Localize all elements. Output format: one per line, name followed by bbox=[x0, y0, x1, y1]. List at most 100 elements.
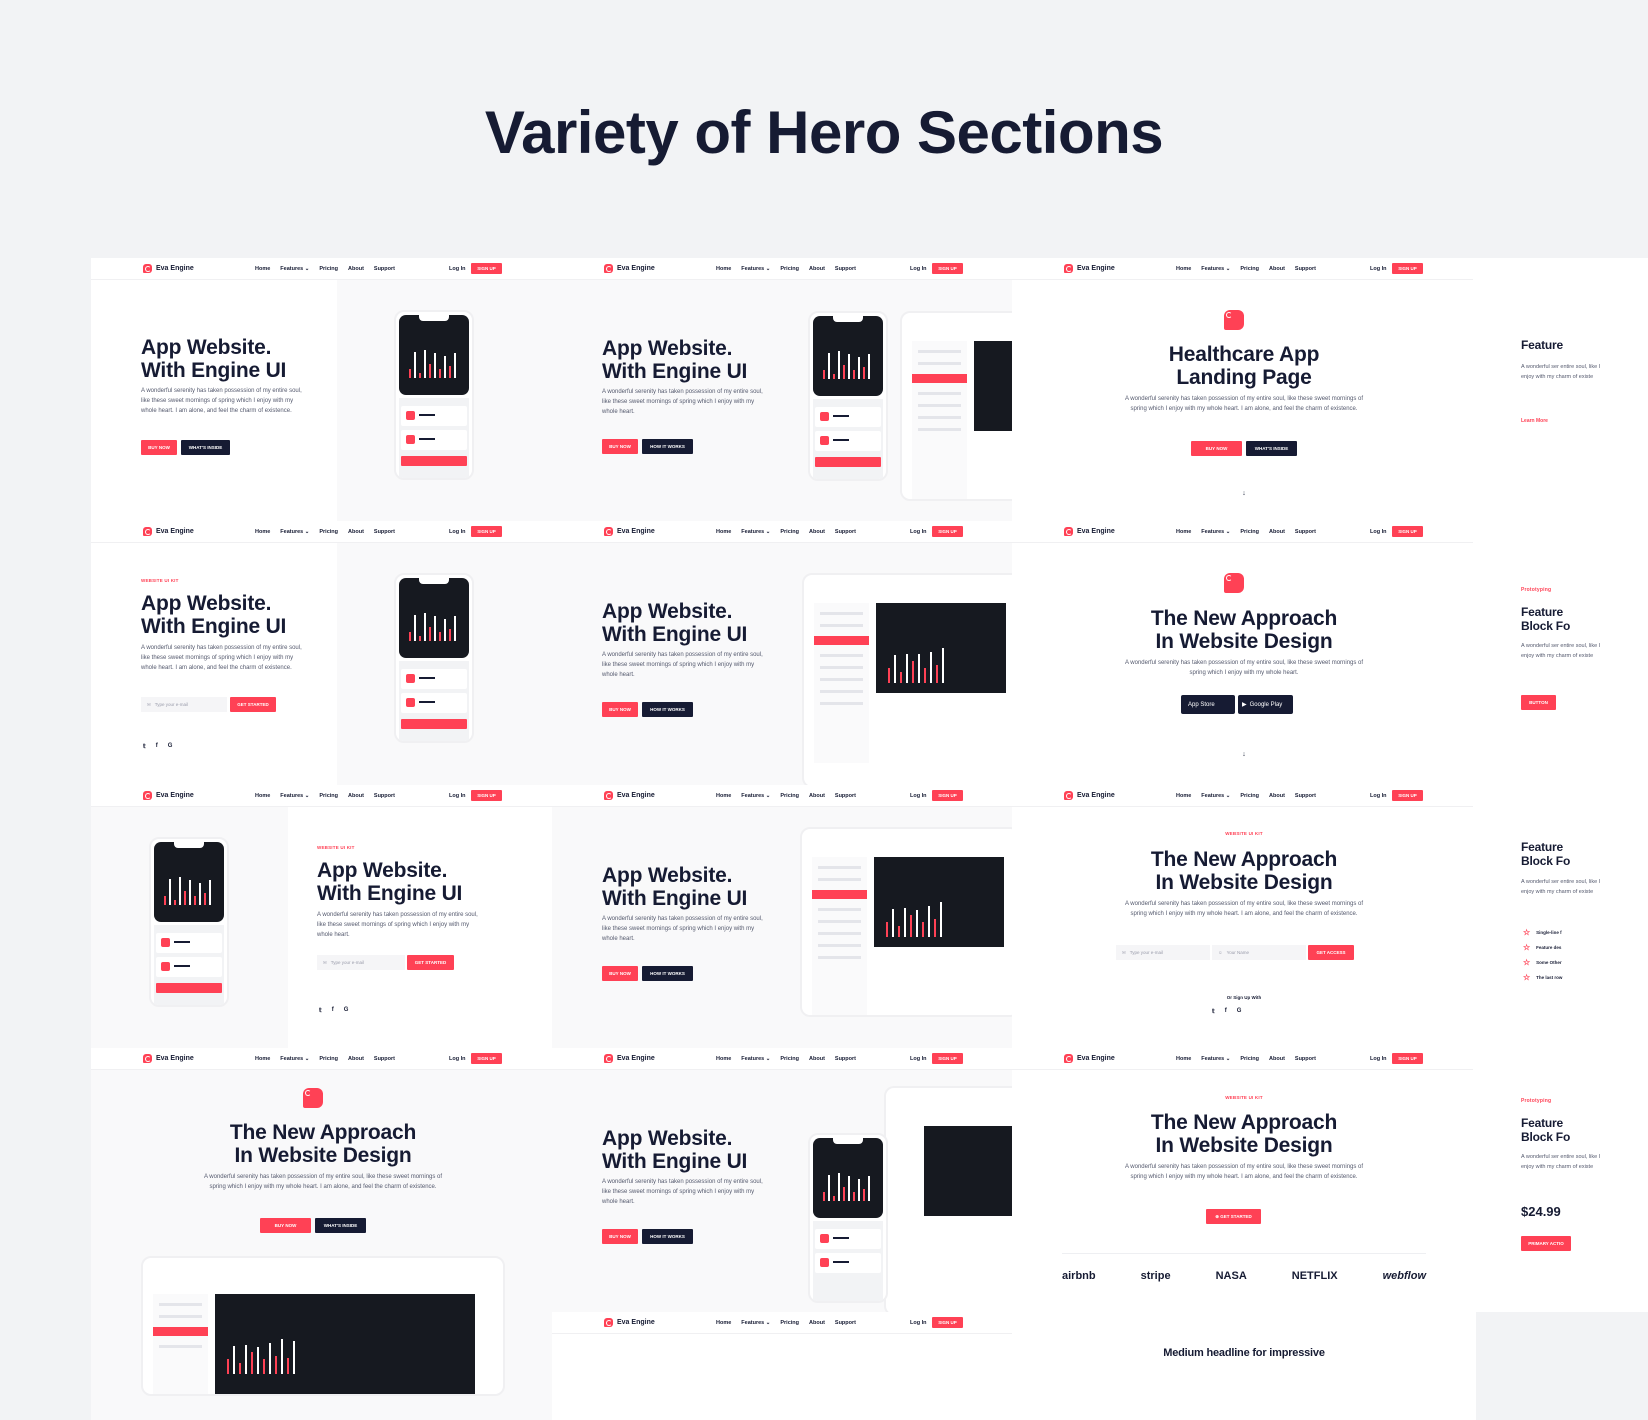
brand-logo[interactable]: Eva Engine bbox=[1064, 527, 1115, 536]
signup-button[interactable]: SIGN UP bbox=[932, 790, 963, 801]
brand-logo[interactable]: Eva Engine bbox=[143, 1054, 194, 1063]
nav-about[interactable]: About bbox=[348, 793, 364, 799]
hero-card-app-dashboard[interactable]: Eva Engine Home Features ⌄ Pricing About Sup… bbox=[552, 521, 1016, 785]
nav-features[interactable]: Features ⌄ bbox=[1201, 1056, 1231, 1062]
hero-card-app-split[interactable]: Eva Engine Home Features ⌄ Pricing About Sup… bbox=[91, 258, 555, 522]
brand-logo[interactable]: Eva Engine bbox=[604, 1054, 655, 1063]
nav-about[interactable]: About bbox=[348, 529, 364, 535]
login-link[interactable]: Log In bbox=[449, 529, 466, 535]
email-input[interactable]: ✉ Type your e-mail bbox=[317, 955, 405, 970]
name-input[interactable]: ☺ Your Name bbox=[1212, 945, 1306, 960]
nav-about[interactable]: About bbox=[809, 1320, 825, 1326]
login-link[interactable]: Log In bbox=[1370, 266, 1387, 272]
nav-home[interactable]: Home bbox=[1176, 793, 1192, 799]
google-icon[interactable]: G bbox=[1236, 1008, 1242, 1014]
nav-support[interactable]: Support bbox=[1294, 793, 1316, 799]
nav-pricing[interactable]: Pricing bbox=[319, 793, 339, 799]
app-store-button[interactable]: App Store bbox=[1181, 695, 1235, 714]
nav-home[interactable]: Home bbox=[716, 266, 732, 272]
nav-features[interactable]: Features ⌄ bbox=[1201, 529, 1231, 535]
nav-features[interactable]: Features ⌄ bbox=[1201, 793, 1231, 799]
scroll-down-icon[interactable]: ↓ bbox=[1242, 751, 1246, 758]
signup-button[interactable]: SIGN UP bbox=[471, 526, 502, 537]
how-it-works-button[interactable]: HOW IT WORKS bbox=[642, 966, 693, 981]
nav-home[interactable]: Home bbox=[716, 529, 732, 535]
nav-support[interactable]: Support bbox=[1294, 266, 1316, 272]
login-link[interactable]: Log In bbox=[910, 1320, 927, 1326]
how-it-works-button[interactable]: HOW IT WORKS bbox=[642, 702, 693, 717]
facebook-icon[interactable]: f bbox=[1224, 1008, 1227, 1014]
nav-home[interactable]: Home bbox=[1176, 529, 1192, 535]
nav-home[interactable]: Home bbox=[255, 1056, 271, 1062]
signup-button[interactable]: SIGN UP bbox=[1392, 790, 1423, 801]
login-link[interactable]: Log In bbox=[1370, 793, 1387, 799]
buy-now-button[interactable]: BUY NOW bbox=[602, 702, 638, 717]
hero-card-partial[interactable]: Eva Engine Home Features ⌄ Pricing About Sup… bbox=[552, 1312, 1016, 1420]
nav-support[interactable]: Support bbox=[1294, 529, 1316, 535]
hero-card-partial-medium[interactable]: Medium headline for impressive bbox=[1012, 1312, 1476, 1420]
signup-button[interactable]: SIGN UP bbox=[932, 1053, 963, 1064]
hero-card-app-dashboard-2[interactable]: Eva Engine Home Features ⌄ Pricing About Sup… bbox=[552, 785, 1016, 1049]
brand-logo[interactable]: Eva Engine bbox=[143, 527, 194, 536]
hero-card-signup-form[interactable]: Eva Engine Home Features ⌄ Pricing About Sup… bbox=[1012, 785, 1476, 1049]
nav-support[interactable]: Support bbox=[373, 1056, 395, 1062]
login-link[interactable]: Log In bbox=[910, 793, 927, 799]
brand-logo[interactable]: Eva Engine bbox=[143, 791, 194, 800]
whats-inside-button[interactable]: WHAT'S INSIDE bbox=[181, 440, 230, 455]
nav-home[interactable]: Home bbox=[716, 1056, 732, 1062]
twitter-icon[interactable]: 𝕥 bbox=[319, 1008, 322, 1014]
buy-now-button[interactable]: BUY NOW bbox=[141, 440, 177, 455]
nav-pricing[interactable]: Pricing bbox=[319, 1056, 339, 1062]
signup-button[interactable]: SIGN UP bbox=[1392, 263, 1423, 274]
nav-home[interactable]: Home bbox=[1176, 1056, 1192, 1062]
primary-action-button[interactable]: PRIMARY ACTIO bbox=[1521, 1236, 1571, 1251]
nav-about[interactable]: About bbox=[348, 266, 364, 272]
nav-about[interactable]: About bbox=[1269, 529, 1285, 535]
signup-button[interactable]: SIGN UP bbox=[1392, 526, 1423, 537]
nav-pricing[interactable]: Pricing bbox=[780, 529, 800, 535]
nav-pricing[interactable]: Pricing bbox=[1240, 266, 1260, 272]
brand-logo[interactable]: Eva Engine bbox=[604, 527, 655, 536]
login-link[interactable]: Log In bbox=[449, 793, 466, 799]
nav-features[interactable]: Features ⌄ bbox=[741, 1320, 771, 1326]
email-input[interactable]: ✉ Type your e-mail bbox=[1116, 945, 1210, 960]
get-started-button[interactable]: GET STARTED bbox=[230, 697, 276, 712]
signup-button[interactable]: SIGN UP bbox=[932, 1317, 963, 1328]
signup-button[interactable]: SIGN UP bbox=[1392, 1053, 1423, 1064]
facebook-icon[interactable]: f bbox=[331, 1007, 334, 1013]
google-icon[interactable]: G bbox=[343, 1007, 349, 1013]
nav-support[interactable]: Support bbox=[834, 1056, 856, 1062]
hero-card-app-download[interactable]: Eva Engine Home Features ⌄ Pricing About Sup… bbox=[1012, 521, 1476, 785]
twitter-icon[interactable]: 𝕥 bbox=[1212, 1009, 1215, 1015]
nav-features[interactable]: Features ⌄ bbox=[741, 1056, 771, 1062]
nav-pricing[interactable]: Pricing bbox=[1240, 529, 1260, 535]
login-link[interactable]: Log In bbox=[449, 1056, 466, 1062]
nav-about[interactable]: About bbox=[809, 529, 825, 535]
feature-card-learn-more[interactable]: Feature A wonderful ser entire soul, lik… bbox=[1473, 258, 1648, 522]
nav-support[interactable]: Support bbox=[1294, 1056, 1316, 1062]
google-icon[interactable]: G bbox=[167, 743, 173, 749]
signup-button[interactable]: SIGN UP bbox=[932, 526, 963, 537]
feature-card-list[interactable]: Feature Block Fo A wonderful ser entire s… bbox=[1473, 785, 1648, 1049]
feature-card-prototyping[interactable]: Prototyping Feature Block Fo A wonderful … bbox=[1473, 521, 1648, 785]
nav-about[interactable]: About bbox=[348, 1056, 364, 1062]
whats-inside-button[interactable]: WHAT'S INSIDE bbox=[315, 1218, 366, 1233]
login-link[interactable]: Log In bbox=[910, 529, 927, 535]
nav-features[interactable]: Features ⌄ bbox=[1201, 266, 1231, 272]
nav-home[interactable]: Home bbox=[1176, 266, 1192, 272]
facebook-icon[interactable]: f bbox=[155, 743, 158, 749]
nav-about[interactable]: About bbox=[1269, 1056, 1285, 1062]
hero-card-centered-dashboard[interactable]: Eva Engine Home Features ⌄ Pricing About Sup… bbox=[91, 1048, 555, 1420]
login-link[interactable]: Log In bbox=[910, 266, 927, 272]
nav-pricing[interactable]: Pricing bbox=[319, 529, 339, 535]
feature-card-price[interactable]: Prototyping Feature Block Fo A wonderful … bbox=[1473, 1048, 1648, 1312]
whats-inside-button[interactable]: WHAT'S INSIDE bbox=[1246, 441, 1297, 456]
hero-card-app-email[interactable]: Eva Engine Home Features ⌄ Pricing About Sup… bbox=[91, 521, 555, 785]
scroll-down-icon[interactable]: ↓ bbox=[1242, 490, 1246, 497]
learn-more-link[interactable]: Learn More bbox=[1521, 418, 1548, 424]
nav-pricing[interactable]: Pricing bbox=[1240, 1056, 1260, 1062]
nav-features[interactable]: Features ⌄ bbox=[741, 266, 771, 272]
nav-home[interactable]: Home bbox=[255, 793, 271, 799]
hero-card-phone-left[interactable]: Eva Engine Home Features ⌄ Pricing About Sup… bbox=[91, 785, 555, 1049]
brand-logo[interactable]: Eva Engine bbox=[1064, 264, 1115, 273]
